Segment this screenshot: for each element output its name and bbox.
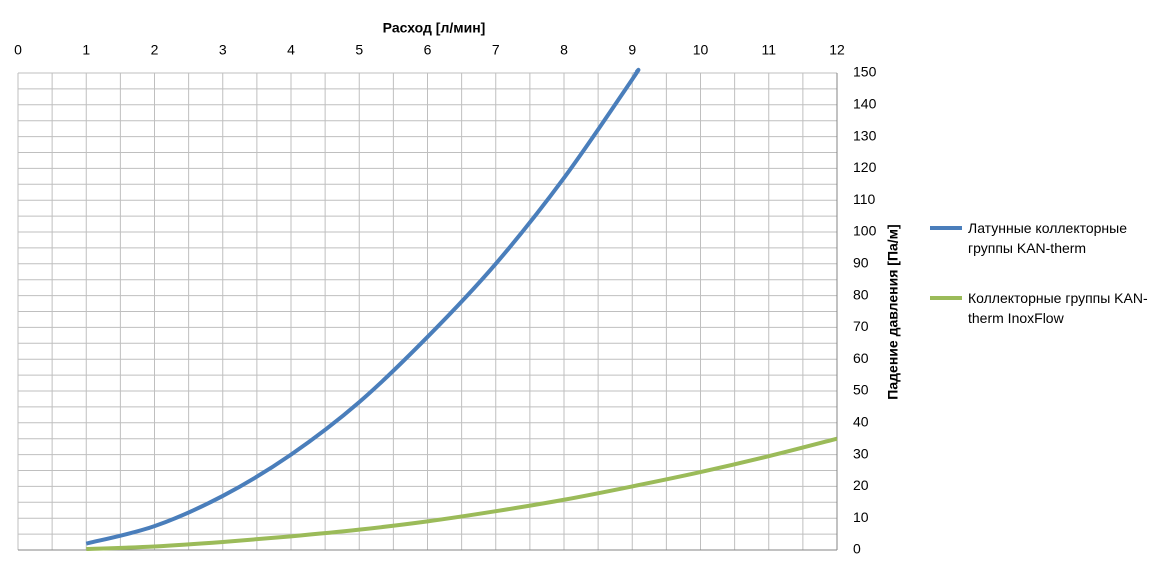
- y-tick-label: 80: [853, 286, 869, 302]
- y-tick-label: 10: [853, 509, 869, 525]
- y-tick-label: 120: [853, 159, 877, 175]
- y-tick-label: 140: [853, 96, 877, 112]
- y-tick-label: 60: [853, 350, 869, 366]
- y-axis-title: Падение давления [Па/м]: [885, 224, 901, 399]
- y-tick-label: 110: [853, 191, 876, 207]
- line-series: [86, 436, 838, 552]
- x-tick-label: 2: [151, 42, 159, 58]
- x-tick-label: 8: [560, 42, 568, 58]
- y-tick-label: 20: [853, 477, 869, 493]
- x-tick-label: 1: [82, 42, 90, 58]
- x-tick-label: 12: [829, 42, 845, 58]
- x-axis-title: Расход [л/мин]: [383, 20, 486, 36]
- x-tick-label: 10: [693, 42, 709, 58]
- legend-label: Коллекторные группы KAN-therm InoxFlow: [968, 290, 1148, 326]
- y-tick-label: 90: [853, 255, 869, 271]
- x-tick-label: 6: [424, 42, 432, 58]
- x-tick-label: 7: [492, 42, 500, 58]
- y-tick-label: 0: [853, 541, 861, 557]
- legend-label: Латунные коллекторные группы KAN-therm: [968, 220, 1128, 256]
- y-tick-label: 70: [853, 318, 869, 334]
- x-tick-label: 5: [355, 42, 363, 58]
- y-tick-label: 130: [853, 127, 877, 143]
- y-tick-label: 30: [853, 445, 869, 461]
- x-tick-label: 0: [14, 42, 22, 58]
- y-tick-label: 150: [853, 64, 877, 80]
- x-tick-label: 11: [761, 42, 776, 58]
- x-tick-label: 3: [219, 42, 227, 58]
- y-tick-label: 50: [853, 382, 869, 398]
- line-series: [85, 67, 641, 546]
- y-tick-label: 100: [853, 223, 877, 239]
- x-tick-label: 4: [287, 42, 295, 58]
- x-tick-label: 9: [628, 42, 636, 58]
- y-tick-label: 40: [853, 414, 869, 430]
